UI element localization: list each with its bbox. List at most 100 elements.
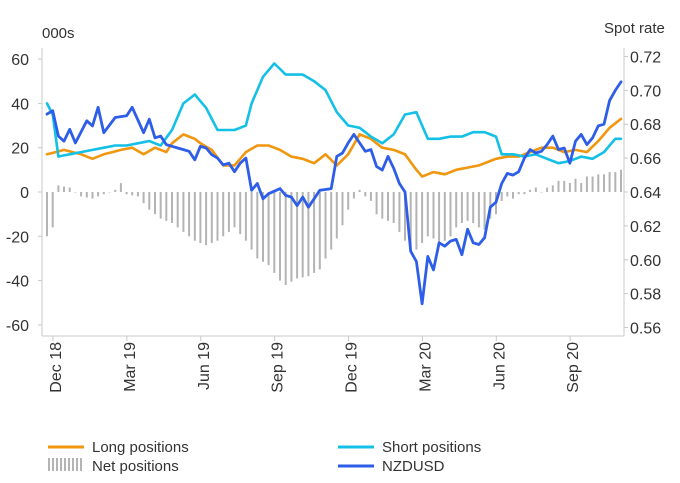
- net-position-bar: [608, 172, 611, 192]
- net-position-bar: [108, 192, 111, 193]
- net-position-bar: [568, 183, 571, 192]
- net-position-bar: [432, 192, 435, 239]
- net-position-bar: [358, 189, 361, 192]
- net-position-bar: [46, 192, 48, 237]
- net-position-bar: [347, 192, 350, 210]
- net-position-bar: [551, 185, 554, 192]
- net-position-bar: [74, 192, 77, 193]
- net-position-bar: [523, 192, 526, 195]
- net-position-bar: [250, 192, 253, 250]
- right-tick-label: 0.58: [630, 287, 661, 304]
- net-position-bar: [193, 192, 196, 241]
- net-position-bar: [557, 180, 560, 192]
- net-position-bar: [449, 192, 452, 237]
- left-axis-label: 000s: [42, 25, 75, 42]
- net-position-bar: [330, 192, 333, 250]
- net-position-bar: [585, 176, 588, 192]
- net-position-bar: [483, 192, 486, 230]
- net-position-bar: [176, 192, 179, 228]
- net-position-bar: [210, 192, 213, 243]
- right-tick-label: 0.60: [630, 253, 661, 270]
- net-position-bar: [466, 192, 469, 221]
- net-position-bar: [239, 192, 242, 235]
- left-tick-label: -20: [6, 229, 29, 246]
- net-position-bar: [119, 183, 122, 192]
- net-position-bar: [603, 174, 605, 192]
- right-tick-label: 0.66: [630, 151, 661, 168]
- net-position-bar: [500, 192, 503, 201]
- net-position-bar: [364, 192, 367, 197]
- left-tick-label: -40: [6, 274, 29, 291]
- legend-net-swatch-bar: [64, 458, 66, 471]
- net-position-bar: [154, 192, 156, 215]
- net-position-bar: [205, 192, 208, 246]
- net-position-bar: [91, 192, 94, 199]
- net-position-bar: [85, 192, 88, 198]
- net-position-bar: [369, 192, 372, 201]
- net-position-bar: [534, 187, 537, 192]
- net-position-bar: [148, 192, 151, 210]
- net-position-bar: [472, 192, 475, 223]
- net-position-bar: [199, 192, 202, 243]
- net-position-bar: [125, 192, 128, 195]
- net-position-bar: [489, 192, 492, 219]
- left-tick-label: 60: [11, 52, 29, 69]
- series-lines: [45, 62, 623, 306]
- net-position-bar: [159, 192, 162, 219]
- net-position-bar: [352, 192, 355, 199]
- net-position-bar: [477, 192, 480, 228]
- x-tick-label: Jun 19: [196, 342, 213, 390]
- legend-label-net: Net positions: [92, 458, 179, 475]
- net-position-bar: [131, 192, 134, 196]
- net-position-bar: [398, 192, 401, 232]
- net-position-bar: [460, 192, 463, 223]
- net-position-bar: [409, 192, 412, 246]
- net-position-bar: [279, 192, 281, 281]
- net-position-bar: [318, 192, 321, 270]
- net-position-bar: [227, 192, 230, 232]
- net-position-bar: [392, 192, 395, 223]
- net-position-bar: [421, 192, 424, 243]
- x-tick-label: Dec 18: [48, 342, 65, 393]
- net-position-bar: [182, 192, 185, 232]
- legend-label-long: Long positions: [92, 439, 189, 456]
- net-position-bar: [563, 180, 566, 192]
- net-position-bar: [404, 192, 406, 241]
- legend-label-short: Short positions: [382, 439, 481, 456]
- net-position-bar: [324, 192, 327, 259]
- right-tick-label: 0.56: [630, 321, 661, 338]
- net-position-bar: [426, 192, 429, 237]
- net-position-bar: [63, 186, 65, 192]
- net-position-bar: [597, 174, 600, 192]
- right-axis-ticks: 0.72 0.70 0.68 0.66 0.64 0.62 0.60 0.58 0.56: [624, 49, 661, 338]
- legend-swatch-net: [48, 458, 82, 471]
- net-position-bar: [114, 189, 117, 192]
- nzdusd-line: [45, 80, 623, 306]
- net-position-bar: [244, 192, 247, 241]
- legend-net-swatch-bar: [72, 458, 74, 471]
- left-tick-label: 20: [11, 141, 29, 158]
- left-tick-label: 40: [11, 96, 29, 113]
- net-position-bar: [620, 169, 622, 192]
- net-position-bar: [273, 192, 276, 273]
- left-tick-label: 0: [20, 185, 29, 202]
- net-position-bar: [296, 192, 299, 279]
- right-tick-label: 0.72: [630, 49, 661, 66]
- x-axis-ticks: Dec 18 Mar 19 Jun 19 Sep 19 Dec 19 Mar 20 Jun …: [48, 336, 582, 393]
- net-position-bar: [614, 172, 617, 192]
- legend-net-swatch-bar: [48, 458, 50, 471]
- net-position-bar: [313, 192, 316, 273]
- net-position-bar: [256, 192, 259, 259]
- x-tick-label: Mar 20: [417, 342, 434, 392]
- net-position-bar: [375, 192, 378, 215]
- net-position-bar: [216, 192, 219, 241]
- net-position-bar: [506, 192, 509, 197]
- legend-net-swatch-bar: [52, 458, 54, 471]
- net-position-bar: [307, 192, 310, 277]
- net-position-bar: [80, 192, 83, 197]
- right-axis-label: Spot rate: [604, 20, 665, 37]
- legend-net-swatch-bar: [56, 458, 58, 471]
- net-position-bar: [57, 185, 60, 192]
- x-tick-label: Sep 20: [565, 342, 582, 393]
